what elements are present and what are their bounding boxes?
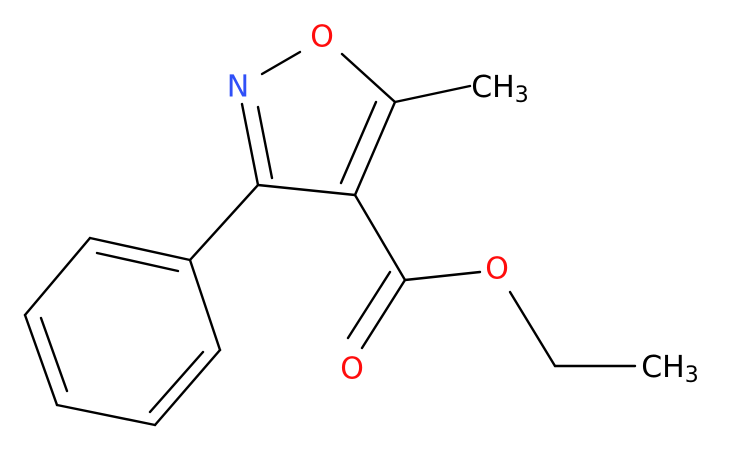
bonds — [23, 50, 637, 427]
bond — [23, 313, 59, 407]
bond — [340, 52, 397, 104]
bond — [39, 316, 69, 393]
bond — [353, 100, 397, 197]
bond — [88, 236, 192, 262]
bond — [188, 258, 222, 352]
bond — [153, 348, 222, 427]
bond — [403, 270, 482, 282]
bond — [95, 251, 180, 273]
bond — [393, 84, 472, 104]
bond — [23, 236, 92, 317]
bond — [260, 50, 302, 76]
bond — [256, 105, 274, 180]
atom-label: CH3 — [641, 350, 699, 389]
atom-label: O — [340, 352, 364, 387]
bond — [360, 278, 407, 350]
bond — [346, 270, 392, 340]
bond — [508, 290, 557, 368]
atom-label-main: CH — [471, 70, 515, 105]
atom-label: O — [310, 20, 334, 55]
atom-label: N — [227, 70, 249, 105]
atom-label: CH3 — [471, 70, 529, 109]
atom-label: O — [485, 252, 509, 287]
bond — [148, 350, 205, 414]
bond — [240, 102, 260, 187]
atom-label-main: CH — [641, 350, 685, 385]
bond — [55, 403, 157, 427]
bond — [353, 193, 407, 282]
bond — [188, 183, 260, 262]
atom-label-sub: 3 — [515, 83, 529, 108]
bond — [256, 183, 357, 197]
atom-label-sub: 3 — [685, 363, 699, 388]
bond — [339, 100, 378, 185]
